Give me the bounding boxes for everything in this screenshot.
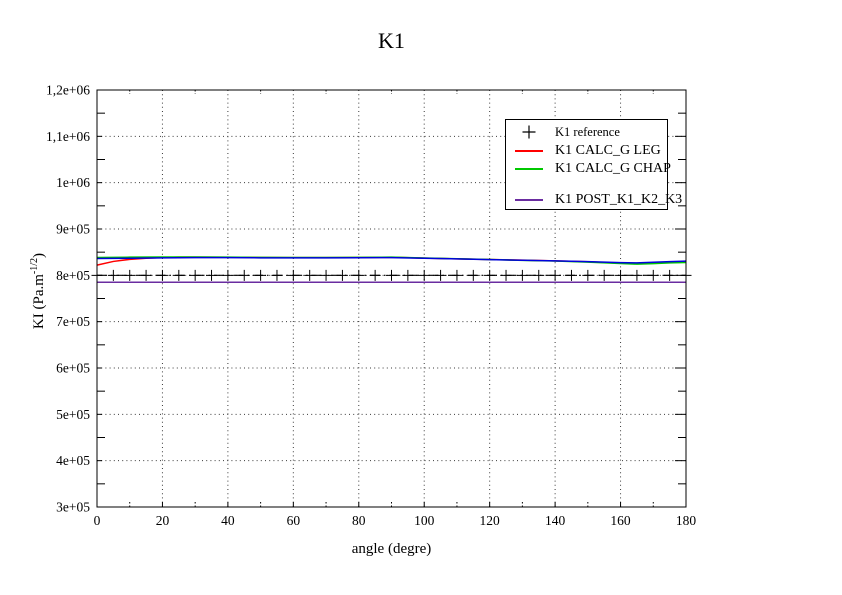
series-line-2 — [96, 256, 687, 264]
plus-marker — [124, 269, 136, 281]
x-tick-label: 160 — [610, 513, 631, 528]
legend-row-post-k1-k2-k3: K1 POST_K1_K2_K3 — [506, 191, 682, 210]
plus-marker — [255, 269, 267, 281]
y-axis-label-main: KI (Pa.m — [31, 274, 47, 330]
legend-row-reference: K1 reference — [506, 123, 667, 142]
plus-marker-sample — [512, 124, 546, 140]
y-axis-label-exponent: -1/2 — [29, 257, 40, 275]
legend: K1 reference K1 CALC_G LEG K1 CALC_G CHA… — [505, 119, 682, 210]
plot-border — [96, 89, 687, 508]
plus-marker — [435, 269, 447, 281]
plus-marker — [418, 269, 430, 281]
plus-marker — [320, 269, 332, 281]
plus-marker — [467, 269, 479, 281]
plus-marker — [533, 269, 545, 281]
legend-label: K1 CALC_G CHAP — [555, 161, 671, 177]
x-tick-label: 60 — [287, 513, 301, 528]
plus-marker — [615, 269, 627, 281]
x-axis-label: angle (degre) — [351, 541, 432, 557]
plus-marker — [582, 269, 594, 281]
plus-marker — [516, 269, 528, 281]
y-tick-label: 6e+05 — [56, 361, 90, 376]
y-tick-label: 5e+05 — [56, 407, 90, 422]
x-tick-label: 120 — [480, 513, 501, 528]
plus-marker — [664, 269, 676, 281]
y-tick-label: 1,2e+06 — [46, 83, 90, 98]
plus-marker — [206, 269, 218, 281]
plus-marker — [549, 269, 561, 281]
legend-label: K1 reference — [555, 124, 620, 139]
green-line-sample — [512, 168, 546, 171]
x-tick-label: 20 — [156, 513, 170, 528]
plus-marker — [565, 269, 577, 281]
y-tick-label: 1e+06 — [56, 175, 90, 190]
plus-marker — [386, 269, 397, 281]
plus-marker — [353, 269, 365, 281]
legend-label: K1 CALC_G LEG — [555, 142, 661, 158]
plus-marker — [336, 269, 348, 281]
plus-marker — [287, 269, 299, 281]
plus-marker — [402, 269, 414, 281]
plus-marker — [238, 269, 250, 281]
plus-marker — [173, 269, 185, 281]
y-tick-label: 7e+05 — [56, 314, 90, 329]
x-tick-label: 80 — [352, 513, 366, 528]
plus-marker — [484, 269, 496, 281]
y-axis-label-close: ) — [31, 252, 47, 258]
plus-marker — [140, 269, 152, 281]
plus-marker — [189, 269, 201, 281]
legend-row-calc-g-chap: K1 CALC_G CHAP — [506, 160, 671, 179]
red-line-sample — [512, 149, 546, 152]
y-tick-label: 8e+05 — [56, 268, 90, 283]
plus-marker — [451, 269, 463, 281]
legend-label: K1 POST_K1_K2_K3 — [555, 191, 683, 207]
chart-title: K1 — [378, 28, 405, 53]
legend-row-spacer — [506, 179, 667, 191]
y-tick-label: 4e+05 — [56, 453, 90, 468]
plus-marker — [598, 269, 610, 281]
plus-marker — [271, 269, 283, 281]
plus-marker — [107, 269, 119, 281]
plus-marker — [631, 269, 643, 281]
x-tick-label: 100 — [414, 513, 435, 528]
x-tick-label: 180 — [676, 513, 697, 528]
y-axis-label: KI (Pa.m-1/2) — [29, 141, 51, 441]
plus-marker — [369, 269, 381, 281]
plus-marker — [222, 269, 234, 281]
x-tick-label: 140 — [545, 513, 566, 528]
plus-marker — [304, 269, 316, 281]
purple-line-sample — [512, 198, 546, 201]
plus-marker — [500, 269, 512, 281]
plus-marker — [647, 269, 659, 281]
x-tick-label: 40 — [221, 513, 235, 528]
y-tick-label: 1,1e+06 — [46, 129, 90, 144]
x-tick-label: 0 — [94, 513, 101, 528]
legend-row-calc-g-leg: K1 CALC_G LEG — [506, 142, 667, 161]
y-tick-label: 3e+05 — [56, 500, 90, 515]
plus-marker — [156, 269, 168, 281]
y-tick-label: 9e+05 — [56, 222, 90, 237]
